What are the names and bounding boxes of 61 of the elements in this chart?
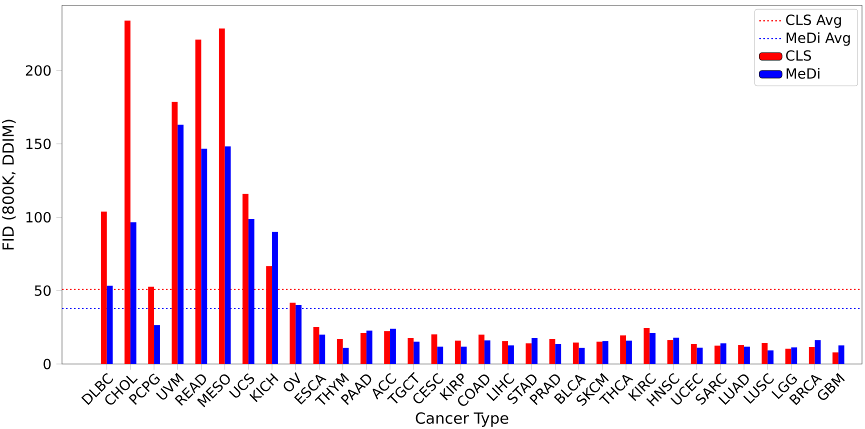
bar xyxy=(578,348,585,364)
legend-label: CLS xyxy=(786,50,811,61)
bar xyxy=(526,343,532,364)
bar xyxy=(768,350,774,364)
bar xyxy=(532,338,538,364)
bar xyxy=(838,345,844,364)
bar xyxy=(313,327,320,364)
y-tick-label: 0 xyxy=(44,358,51,370)
bar xyxy=(720,343,726,364)
bar xyxy=(366,330,372,364)
bar xyxy=(549,339,556,364)
bar xyxy=(596,342,602,364)
bar xyxy=(342,348,349,364)
legend-label: CLS Avg xyxy=(786,14,841,28)
bar xyxy=(673,338,680,364)
bar xyxy=(714,346,720,364)
bar xyxy=(460,346,467,364)
bar xyxy=(454,340,461,364)
bar xyxy=(696,348,703,364)
bar xyxy=(620,335,626,364)
bar xyxy=(266,266,272,364)
bar xyxy=(667,340,674,364)
bar xyxy=(626,340,632,364)
bar xyxy=(390,328,396,364)
bar xyxy=(650,333,656,364)
bar xyxy=(154,325,160,364)
bar xyxy=(814,340,821,364)
bar xyxy=(744,346,750,364)
bar xyxy=(644,328,650,364)
bar xyxy=(602,341,608,364)
bar xyxy=(572,342,579,364)
bar xyxy=(384,331,390,364)
legend-label: MeDi xyxy=(786,68,820,79)
bar xyxy=(502,341,508,364)
bar xyxy=(808,346,815,364)
y-tick-label: 150 xyxy=(26,138,51,150)
bar xyxy=(360,333,366,364)
y-tick-label: 100 xyxy=(26,212,51,223)
bar xyxy=(431,334,438,364)
bar xyxy=(690,344,697,364)
bar xyxy=(408,338,414,364)
bar xyxy=(484,340,490,364)
y-tick-label: 50 xyxy=(34,285,51,296)
bar xyxy=(437,346,444,364)
bar xyxy=(762,343,768,364)
bar xyxy=(319,334,326,364)
y-tick-label: 200 xyxy=(26,65,51,76)
bar xyxy=(791,347,798,364)
bar xyxy=(508,345,514,364)
bar xyxy=(478,334,484,364)
bar xyxy=(555,344,562,364)
bar xyxy=(290,302,296,364)
bar xyxy=(414,342,420,364)
y-axis-title: FID (800K, DDIM) xyxy=(2,120,16,250)
legend-label: MeDi Avg xyxy=(786,32,850,46)
bar xyxy=(336,339,343,364)
bar xyxy=(178,124,184,364)
bar xyxy=(785,348,792,364)
bar xyxy=(832,352,838,364)
x-axis-title: Cancer Type xyxy=(416,412,508,427)
bar xyxy=(738,345,744,364)
